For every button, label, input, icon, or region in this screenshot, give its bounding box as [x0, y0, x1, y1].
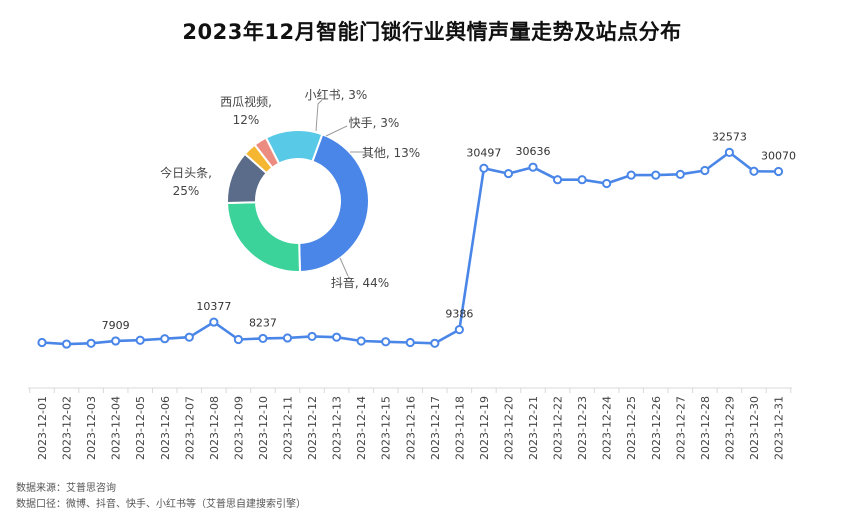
x-tick-label: 2023-12-15: [380, 396, 393, 460]
data-point: [61, 339, 72, 349]
data-point: [282, 333, 293, 343]
data-point: [700, 165, 710, 176]
donut-slice: [225, 201, 302, 273]
x-tick-label: 2023-12-07: [183, 396, 196, 460]
data-point: [724, 147, 735, 157]
x-tick-label: 2023-12-05: [134, 396, 147, 460]
donut-slice-label: 快手, 3%: [349, 116, 400, 130]
x-tick-label: 2023-12-26: [650, 396, 663, 460]
x-tick-label: 2023-12-02: [61, 396, 74, 460]
x-tick-label: 2023-12-22: [552, 396, 565, 460]
data-point: [258, 333, 268, 344]
data-point: [602, 178, 612, 189]
data-point: [773, 166, 784, 177]
series-line: [41, 151, 779, 346]
donut-slice-label: 西瓜视频, 12%: [220, 94, 272, 127]
data-label: 30636: [516, 145, 551, 158]
data-point: [430, 338, 440, 348]
x-tick-label: 2023-12-27: [674, 396, 687, 460]
data-point: [675, 169, 685, 179]
donut-slice-label: 其他, 13%: [362, 146, 420, 160]
volume-line-series: 7909 10377 8237 9386 30497 30636 32573 30070: [37, 130, 796, 349]
x-tick-label: 2023-12-30: [748, 396, 761, 460]
data-point: [749, 166, 759, 176]
data-point: [209, 317, 219, 327]
data-scope-note: 数据口径：微博、抖音、快手、小红书等（艾普思自建搜索引擎）: [16, 499, 306, 510]
x-tick-label: 2023-12-11: [282, 396, 295, 460]
data-point: [651, 170, 661, 180]
x-tick-label: 2023-12-17: [429, 396, 442, 460]
data-label: 10377: [196, 300, 231, 313]
label-leader-line: [325, 125, 348, 137]
data-point: [332, 332, 342, 342]
data-point: [405, 337, 415, 348]
data-point: [528, 162, 538, 172]
data-point: [160, 334, 170, 344]
data-label: 8237: [249, 316, 277, 329]
x-tick-label: 2023-12-08: [208, 396, 221, 460]
donut-slice-label: 小红书, 3%: [305, 87, 368, 102]
x-tick-label: 2023-12-25: [625, 396, 638, 460]
x-axis: 2023-12-01 2023-12-02 2023-12-03 2023-12-04…: [28, 387, 792, 460]
data-point: [577, 175, 587, 185]
donut-slice-label: 抖音, 44%: [331, 275, 389, 290]
label-leader-line: [315, 99, 323, 132]
x-tick-label: 2023-12-14: [355, 396, 368, 460]
data-point: [381, 337, 391, 347]
data-point: [552, 175, 563, 185]
data-point: [307, 331, 317, 342]
x-tick-label: 2023-12-23: [576, 396, 589, 460]
data-point: [626, 170, 636, 180]
data-point: [37, 337, 47, 348]
data-label: 30497: [466, 146, 501, 159]
data-point: [233, 334, 243, 345]
x-tick-label: 2023-12-21: [527, 396, 540, 460]
x-tick-label: 2023-12-13: [331, 396, 344, 460]
data-point: [479, 163, 489, 173]
donut-slice: [298, 132, 370, 274]
data-point: [503, 168, 514, 179]
x-tick-label: 2023-12-29: [723, 396, 736, 460]
data-point: [86, 338, 96, 348]
data-point: [135, 335, 145, 345]
x-tick-label: 2023-12-31: [773, 396, 786, 460]
label-leader-line: [339, 257, 349, 277]
data-label: 7909: [102, 319, 130, 332]
site-distribution-donut: 抖音, 44% 今日头条, 25% 西瓜视频, 12% 小红书, 3% 快手, 3% 其他, …: [160, 87, 420, 290]
chart-title: 2023年12月智能门锁行业舆情声量走势及站点分布: [182, 20, 682, 44]
x-tick-label: 2023-12-03: [85, 396, 98, 460]
x-tick-label: 2023-12-04: [110, 396, 123, 460]
x-tick-label: 2023-12-09: [232, 396, 245, 460]
x-tick-label: 2023-12-10: [257, 396, 270, 460]
data-point: [111, 336, 121, 346]
x-tick-label: 2023-12-12: [306, 396, 319, 460]
donut-slice-label: 今日头条, 25%: [160, 165, 212, 198]
data-label: 30070: [761, 150, 796, 163]
x-tick-label: 2023-12-19: [478, 396, 491, 460]
x-tick-label: 2023-12-18: [453, 396, 466, 460]
data-point: [356, 336, 366, 346]
data-point: [184, 332, 194, 342]
x-tick-label: 2023-12-24: [601, 396, 614, 460]
x-tick-label: 2023-12-06: [159, 396, 172, 460]
data-label: 9386: [445, 308, 473, 321]
x-tick-label: 2023-12-20: [502, 396, 515, 460]
data-point: [454, 325, 464, 335]
donut-slice: [264, 129, 324, 165]
x-tick-label: 2023-12-01: [36, 396, 49, 460]
x-tick-label: 2023-12-28: [699, 396, 712, 460]
data-label: 32573: [712, 130, 747, 143]
data-source-note: 数据来源：艾普思咨询: [16, 483, 116, 494]
x-tick-label: 2023-12-16: [404, 396, 417, 460]
